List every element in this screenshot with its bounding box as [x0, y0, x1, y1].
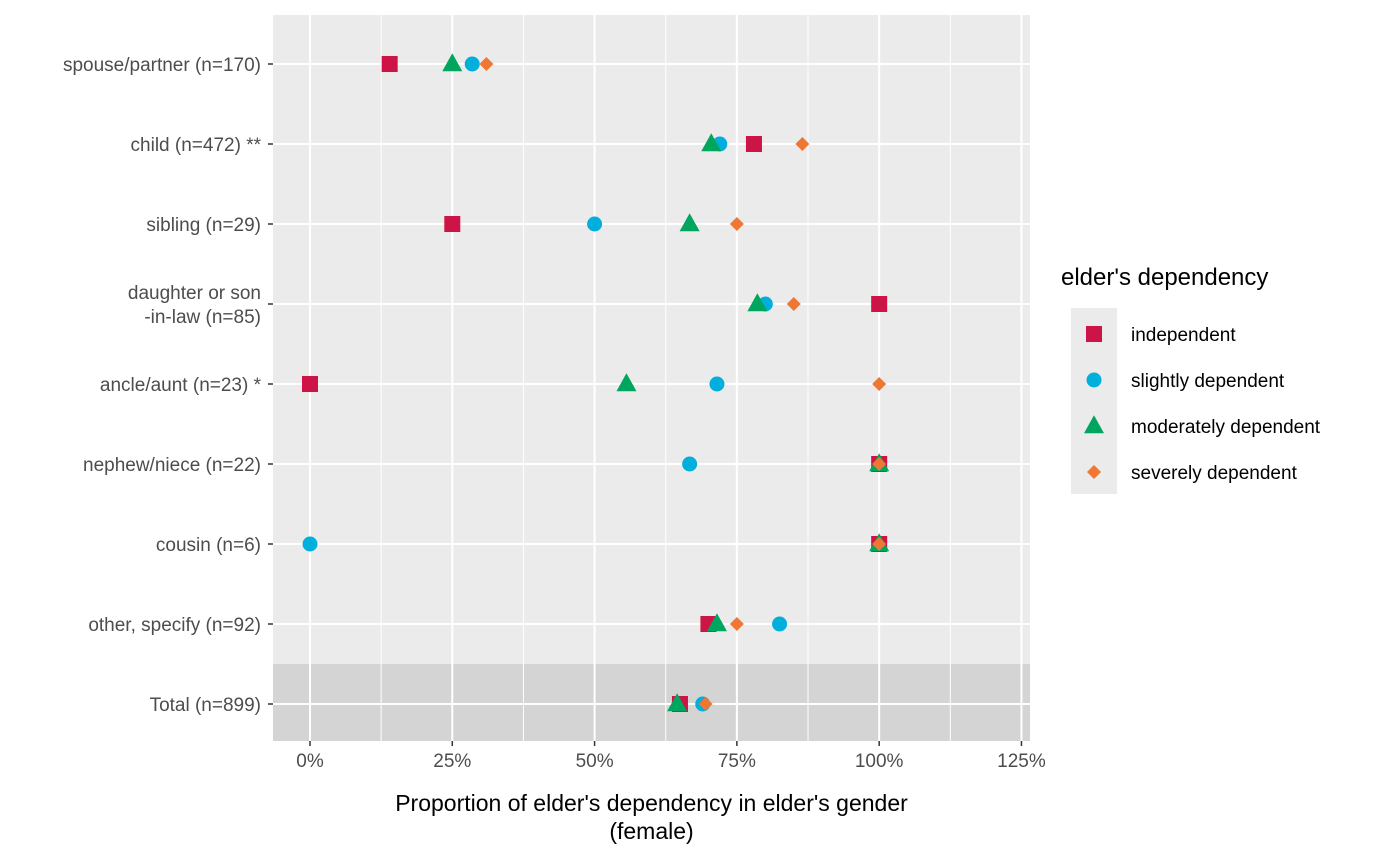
y-tick-label: sibling (n=29) [146, 215, 261, 236]
data-point-diamond [872, 457, 887, 471]
legend-key-square [1086, 326, 1102, 342]
data-point-circle [302, 536, 318, 552]
data-point-circle [772, 616, 788, 632]
x-axis-title: Proportion of elder's dependency in elde… [395, 790, 908, 844]
legend-label: slightly dependent [1131, 371, 1285, 392]
y-tick-label: daughter or son -in-law (n=85) [128, 283, 261, 328]
data-point-diamond [872, 537, 887, 551]
data-point-triangle [442, 53, 463, 72]
data-point-square [871, 296, 888, 312]
data-point-diamond [872, 377, 887, 391]
data-point-diamond [479, 57, 494, 71]
data-point-triangle [667, 693, 688, 712]
x-tick-label: 100% [855, 751, 904, 772]
legend-title: elder's dependency [1061, 264, 1268, 291]
data-point-diamond [698, 697, 713, 711]
data-point-triangle [701, 133, 722, 152]
x-tick-label: 0% [296, 751, 324, 772]
y-tick-label: nephew/niece (n=22) [83, 455, 261, 476]
data-point-circle [464, 56, 480, 72]
data-point-diamond [729, 617, 744, 631]
legend-key-diamond [1087, 465, 1101, 479]
data-point-diamond [795, 137, 810, 151]
data-point-square [381, 56, 398, 72]
data-point-circle [587, 216, 603, 232]
data-point-circle [709, 376, 725, 392]
y-tick-label: child (n=472) ** [131, 135, 262, 156]
y-tick-label: spouse/partner (n=170) [63, 55, 261, 76]
data-point-diamond [729, 217, 744, 231]
x-tick-label: 50% [576, 751, 614, 772]
x-tick-label: 125% [997, 751, 1046, 772]
data-point-square [301, 376, 318, 392]
data-point-square [745, 136, 762, 152]
legend-label: severely dependent [1131, 463, 1298, 484]
y-tick-label: Total (n=899) [150, 695, 261, 716]
data-point-triangle [747, 293, 768, 312]
data-point-triangle [616, 373, 637, 392]
y-tick-label: ancle/aunt (n=23) * [100, 375, 262, 396]
x-tick-label: 75% [718, 751, 756, 772]
x-tick-label: 25% [433, 751, 471, 772]
data-point-square [444, 216, 461, 232]
data-point-circle [682, 456, 698, 472]
legend-label: moderately dependent [1131, 417, 1321, 438]
data-point-triangle [706, 613, 727, 632]
plot-panel [273, 15, 1030, 741]
legend-label: independent [1131, 325, 1236, 346]
data-point-diamond [786, 297, 801, 311]
y-tick-label: cousin (n=6) [156, 535, 261, 556]
legend-key-triangle [1084, 415, 1104, 434]
y-tick-label: other, specify (n=92) [88, 615, 261, 636]
data-point-triangle [679, 213, 700, 232]
legend-key-circle [1086, 372, 1102, 388]
total-row-highlight [273, 664, 1030, 741]
